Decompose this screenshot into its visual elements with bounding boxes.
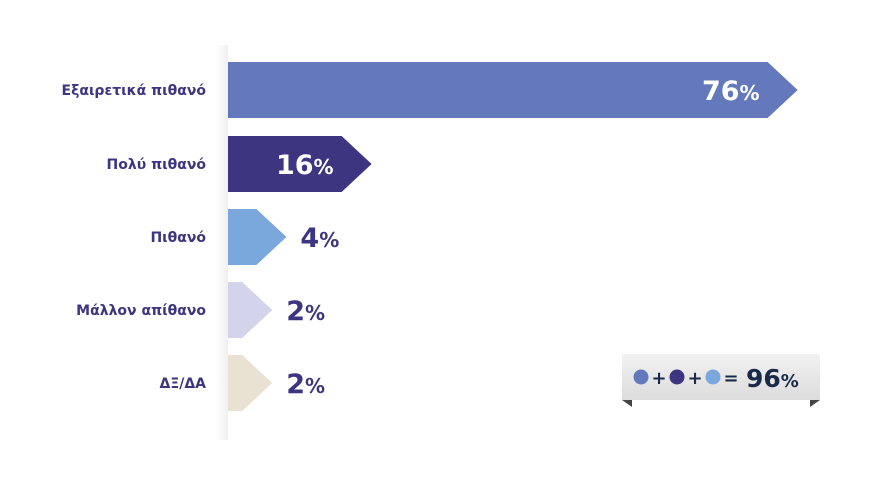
category-label-likely: Πιθανό (150, 230, 206, 246)
data-label-value-dont-know: 2 (286, 369, 305, 400)
summary-total-value: 96 (746, 364, 781, 393)
category-label-quite-likely: Πολύ πιθανό (107, 157, 207, 173)
data-label-quite-likely: 16% (276, 150, 334, 181)
data-label-dont-know: 2% (286, 369, 325, 400)
summary-box-left-fold (622, 400, 632, 407)
summary-box-background (622, 354, 820, 400)
data-label-likely: 4% (300, 223, 339, 254)
summary-dot-quite-likely (669, 369, 685, 385)
data-label-very-likely: 76% (702, 76, 760, 107)
data-label-value-quite-likely: 16 (276, 150, 314, 181)
bar-very-likely (228, 62, 798, 118)
summary-operator-equals: = (723, 368, 738, 389)
data-label-value-likely: 4 (300, 223, 319, 254)
summary-total-unit: % (781, 371, 799, 392)
category-label-rather-unlikely: Μάλλον απίθανο (76, 303, 206, 319)
summary-box-right-fold (810, 400, 820, 407)
summary-box: + + = 96% (622, 354, 820, 407)
summary-dot-likely (705, 369, 721, 385)
data-label-unit-likely: % (319, 228, 339, 252)
summary-operator-1: + (651, 368, 666, 389)
bar-dont-know (228, 355, 273, 411)
data-label-value-very-likely: 76 (702, 76, 740, 107)
data-label-value-rather-unlikely: 2 (286, 296, 305, 327)
data-label-unit-very-likely: % (740, 81, 760, 105)
summary-total: 96% (746, 364, 799, 393)
summary-operator-2: + (687, 368, 702, 389)
data-label-unit-quite-likely: % (314, 155, 334, 179)
summary-dot-very-likely (633, 369, 649, 385)
category-label-very-likely: Εξαιρετικά πιθανό (62, 83, 207, 99)
data-label-unit-rather-unlikely: % (305, 301, 325, 325)
axis-shadow (216, 45, 228, 440)
bar-rather-unlikely (228, 282, 273, 338)
category-label-dont-know: ΔΞ/ΔΑ (160, 376, 207, 392)
data-label-unit-dont-know: % (305, 374, 325, 398)
bars-group: Εξαιρετικά πιθανό 76% Πολύ πιθανό 16% Πιθανό… (62, 62, 798, 411)
bar-quite-likely (228, 136, 372, 192)
data-label-rather-unlikely: 2% (286, 296, 325, 327)
bar-likely (228, 209, 287, 265)
